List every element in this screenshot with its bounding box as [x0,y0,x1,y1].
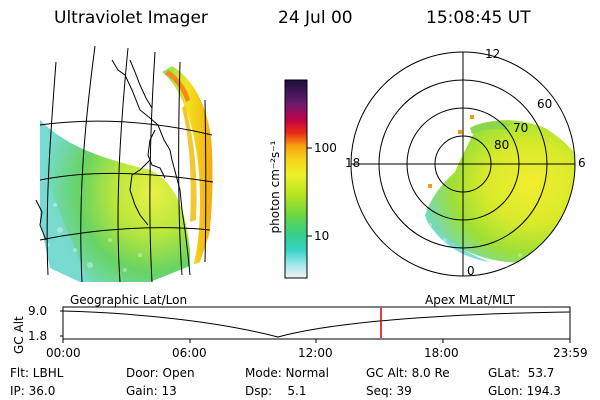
geographic-projection-label: Geographic Lat/Lon [70,293,188,307]
timeline-xtick-1800: 18:00 [424,346,459,360]
timeline-axis-title-text: GC Alt [12,316,26,354]
timeline-xtick-0600: 06:00 [172,346,207,360]
polar-plot [350,51,576,277]
colorbar [284,79,312,279]
colorbar-unit-wrap: photon cm⁻²s⁻¹ [266,118,282,258]
mlat-label-60: 60 [537,97,553,111]
colorbar-tick-10: 10 [314,229,330,243]
seq-readout: Seq: 39 [366,384,412,398]
glat-readout: GLat: 53.7 [488,366,555,380]
instrument-title: Ultraviolet Imager [54,8,208,28]
timeline-xtick-0000: 00:00 [46,346,81,360]
timeline-xtick-1200: 12:00 [298,346,333,360]
mlat-label-80: 80 [494,138,510,152]
gain-readout: Gain: 13 [126,384,177,398]
mlt-label-0: 0 [467,264,475,278]
timeline-xtick-2359: 23:59 [553,346,588,360]
colorbar-unit-label: photon cm⁻²s⁻¹ [268,140,282,234]
glon-readout: GLon: 194.3 [488,384,561,398]
altitude-timeline [60,306,571,343]
timeline-ytick-9: 9.0 [28,304,48,318]
apex-projection-label: Apex MLat/MLT [425,293,515,307]
ip-readout: IP: 36.0 [10,384,56,398]
timeline-axis-title: GC Alt [2,270,30,354]
door-readout: Door: Open [126,366,195,380]
dsp-readout: Dsp: 5.1 [245,384,307,398]
mlat-label-70: 70 [513,121,529,135]
mlt-label-18: 18 [345,156,361,170]
gc-alt-readout: GC Alt: 8.0 Re [366,366,450,380]
date-label: 24 Jul 00 [278,8,353,28]
colorbar-tick-100: 100 [314,141,337,155]
filter-readout: Flt: LBHL [10,366,64,380]
geographic-image [35,45,214,283]
timeline-ytick-1-8: 1.8 [28,329,48,343]
time-label: 15:08:45 UT [426,8,531,28]
mode-readout: Mode: Normal [245,366,329,380]
mlt-label-6: 6 [578,156,586,170]
mlt-label-12: 12 [485,47,501,61]
